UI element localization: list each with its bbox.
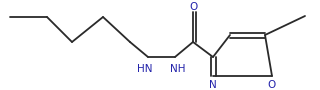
Text: N: N: [209, 80, 217, 90]
Text: NH: NH: [170, 64, 186, 74]
Text: O: O: [268, 80, 276, 90]
Text: O: O: [190, 2, 198, 12]
Text: HN: HN: [137, 64, 153, 74]
